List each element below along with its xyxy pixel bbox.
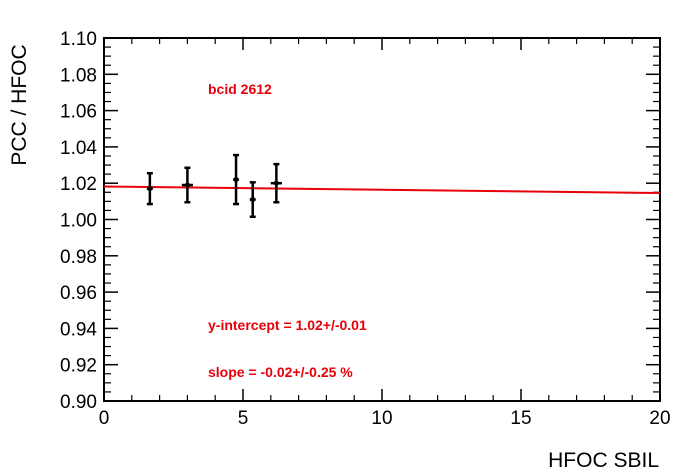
y-tick-label: 0.98 — [60, 247, 97, 268]
data-point — [270, 162, 282, 204]
marker — [147, 186, 152, 191]
marker — [234, 177, 239, 182]
x-tick-label: 5 — [238, 408, 249, 429]
y-tick-label: 1.08 — [60, 65, 97, 86]
marker — [250, 197, 255, 202]
fit-layer — [103, 185, 661, 195]
data-point — [146, 171, 153, 206]
annotation-intercept: y-intercept = 1.02+/-0.01 — [208, 317, 367, 333]
fit-line — [103, 185, 661, 195]
x-axis-title: HFOC SBIL — [548, 449, 659, 472]
y-tick-label: 1.06 — [60, 102, 97, 123]
y-tick-label: 1.10 — [60, 29, 97, 50]
y-axis: 0.90 0.92 0.94 0.96 0.98 1.00 1.02 1.04 1.06 1.08… — [60, 29, 660, 413]
x-tick-label: 0 — [99, 408, 110, 429]
y-tick-label: 1.00 — [60, 211, 97, 232]
y-tick-label: 0.92 — [60, 356, 97, 377]
marker — [185, 183, 190, 188]
data-point — [233, 153, 240, 206]
y-tick-label: 0.96 — [60, 283, 97, 304]
y-tick-label: 0.94 — [60, 319, 97, 340]
data-point — [181, 166, 193, 204]
y-tick-label: 1.04 — [60, 138, 97, 159]
x-axis: 0 5 10 15 20 — [99, 38, 671, 429]
x-tick-label: 10 — [371, 408, 392, 429]
y-axis-title: PCC / HFOC — [8, 44, 31, 165]
annotation-bcid: bcid 2612 — [208, 81, 272, 97]
y-tick-label: 0.90 — [60, 392, 97, 413]
data-point — [249, 181, 256, 219]
x-tick-label: 20 — [649, 408, 670, 429]
marker — [274, 181, 279, 186]
x-tick-label: 15 — [510, 408, 531, 429]
y-tick-label: 1.02 — [60, 174, 97, 195]
plot-frame — [103, 37, 661, 402]
annotation-slope: slope = -0.02+/-0.25 % — [208, 364, 353, 380]
data-points — [146, 153, 282, 219]
